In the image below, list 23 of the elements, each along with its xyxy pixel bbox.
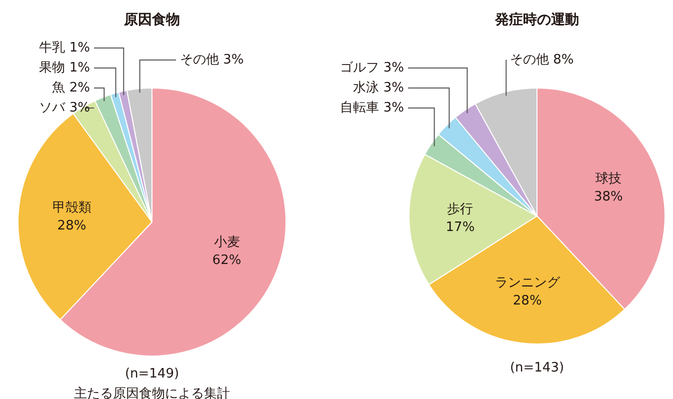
slice-label: 甲殻類 <box>52 200 92 216</box>
slice-label: ソバ 3% <box>39 100 90 116</box>
text: (n=149) <box>124 366 180 382</box>
chart-title: 発症時の運動 <box>494 10 579 28</box>
data-label: 28% <box>512 294 542 309</box>
slice-label: 球技 <box>595 171 622 186</box>
slice-label: ランニング <box>494 276 561 291</box>
slice-label: 自転車 3% <box>340 100 404 116</box>
chart-title: 原因食物 <box>123 12 180 28</box>
text: (n=143) <box>510 360 564 376</box>
slice-label: 小麦 <box>214 235 240 250</box>
slice-label: ゴルフ 3% <box>340 60 404 76</box>
data-label: 38% <box>594 189 623 204</box>
slice-label: その他 8% <box>510 52 574 68</box>
slice-label: 水泳 3% <box>353 80 404 96</box>
slice-label: 魚 2% <box>52 80 90 96</box>
data-label: 62% <box>212 253 242 268</box>
slice-label: その他 3% <box>180 52 244 68</box>
data-label: 17% <box>446 220 475 235</box>
data-label: 28% <box>57 218 86 234</box>
slice-label: 歩行 <box>447 202 474 217</box>
slice-label: 果物 1% <box>39 60 90 76</box>
slice-label: 牛乳 1% <box>39 40 90 56</box>
